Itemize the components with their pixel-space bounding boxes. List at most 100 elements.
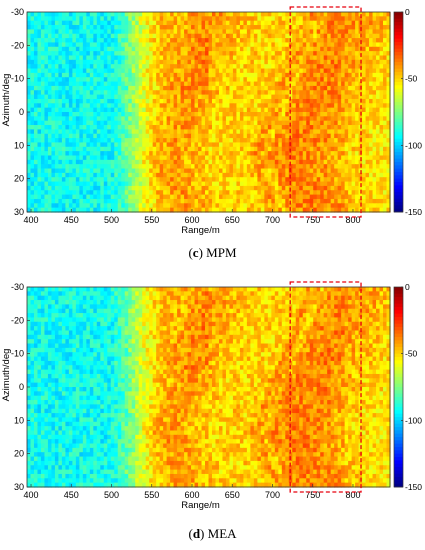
- heatmap-cell: [187, 146, 192, 152]
- heatmap-cell: [103, 85, 108, 91]
- heatmap-cell: [225, 94, 231, 100]
- heatmap-cell: [351, 85, 356, 91]
- heatmap-cell: [58, 81, 63, 87]
- heatmap-cell: [208, 155, 213, 161]
- heatmap-cell: [54, 16, 60, 22]
- heatmap-cell: [376, 207, 381, 213]
- heatmap-cell: [166, 177, 171, 183]
- heatmap-cell: [376, 159, 381, 165]
- heatmap-cell: [236, 138, 241, 144]
- heatmap-cell: [327, 129, 332, 135]
- heatmap-cell: [201, 103, 206, 109]
- heatmap-cell: [163, 138, 168, 144]
- heatmap-cell: [316, 155, 321, 161]
- heatmap-cell: [264, 120, 269, 126]
- heatmap-cell: [232, 133, 238, 139]
- heatmap-cell: [177, 120, 182, 126]
- heatmap-cell: [386, 146, 391, 152]
- heatmap-cell: [243, 81, 248, 87]
- heatmap-cell: [177, 287, 182, 292]
- heatmap-cell: [344, 146, 349, 152]
- heatmap-cell: [156, 142, 161, 148]
- heatmap-cell: [250, 151, 255, 157]
- heatmap-cell: [191, 172, 196, 178]
- heatmap-cell: [110, 85, 115, 91]
- heatmap-cell: [166, 42, 171, 48]
- heatmap-cell: [208, 33, 213, 39]
- heatmap-cell: [163, 55, 168, 61]
- heatmap-cell: [93, 90, 98, 96]
- heatmap-cell: [89, 81, 94, 87]
- heatmap-cell: [187, 194, 192, 200]
- heatmap-cell: [47, 25, 53, 30]
- heatmap-cell: [246, 194, 251, 200]
- heatmap-cell: [180, 85, 185, 91]
- heatmap-cell: [58, 172, 63, 178]
- heatmap-cell: [306, 25, 311, 30]
- heatmap-cell: [156, 103, 161, 109]
- heatmap-cell: [145, 81, 150, 87]
- heatmap-cell: [330, 125, 335, 130]
- heatmap-cell: [114, 29, 119, 35]
- heatmap-cell: [163, 72, 168, 78]
- heatmap-cell: [68, 146, 73, 152]
- heatmap-cell: [313, 116, 318, 122]
- heatmap-cell: [149, 42, 154, 48]
- heatmap-cell: [288, 151, 293, 157]
- heatmap-cell: [379, 142, 384, 148]
- heatmap-cell: [54, 203, 60, 209]
- heatmap-cell: [166, 20, 171, 26]
- heatmap-cell: [47, 203, 53, 209]
- heatmap-cell: [96, 33, 101, 39]
- heatmap-cell: [323, 155, 328, 161]
- heatmap-cell: [337, 72, 342, 78]
- heatmap-cell: [145, 190, 150, 196]
- heatmap-cell: [145, 90, 150, 96]
- heatmap-cell: [295, 51, 300, 57]
- heatmap-cell: [33, 12, 39, 17]
- heatmap-cell: [295, 16, 300, 22]
- heatmap-cell: [365, 59, 370, 65]
- heatmap-cell: [215, 38, 220, 44]
- heatmap-cell: [131, 77, 136, 83]
- heatmap-cell: [145, 146, 150, 152]
- heatmap-cell: [316, 42, 321, 48]
- heatmap-cell: [208, 107, 213, 113]
- heatmap-cell: [124, 46, 129, 52]
- heatmap-cell: [309, 29, 314, 35]
- heatmap-cell: [232, 190, 238, 196]
- heatmap-cell: [330, 112, 335, 117]
- heatmap-cell: [75, 103, 80, 109]
- heatmap-cell: [110, 129, 115, 135]
- heatmap-cell: [96, 287, 101, 292]
- heatmap-cell: [107, 77, 112, 83]
- heatmap-cell: [114, 151, 119, 157]
- heatmap-cell: [285, 168, 290, 174]
- heatmap-cell: [51, 164, 56, 170]
- heatmap-cell: [30, 207, 35, 213]
- heatmap-cell: [267, 168, 272, 174]
- heatmap-cell: [75, 190, 80, 196]
- heatmap-cell: [72, 103, 77, 109]
- heatmap-cell: [27, 177, 32, 183]
- heatmap-cell: [302, 125, 307, 130]
- heatmap-cell: [355, 185, 360, 191]
- heatmap-cell: [177, 146, 182, 152]
- heatmap-cell: [33, 77, 39, 83]
- heatmap-cell: [365, 203, 370, 209]
- heatmap-cell: [58, 33, 63, 39]
- heatmap-cell: [211, 168, 217, 174]
- heatmap-cell: [166, 155, 171, 161]
- heatmap-cell: [40, 12, 46, 17]
- heatmap-cell: [225, 38, 231, 44]
- heatmap-cell: [208, 125, 213, 130]
- heatmap-cell: [33, 68, 39, 74]
- heatmap-cell: [369, 198, 374, 204]
- heatmap-cell: [30, 38, 35, 44]
- heatmap-cell: [250, 164, 255, 170]
- heatmap-cell: [330, 29, 335, 35]
- heatmap-cell: [124, 142, 129, 148]
- colorbar-segment: [394, 188, 403, 193]
- heatmap-cell: [170, 151, 175, 157]
- heatmap-cell: [351, 116, 356, 122]
